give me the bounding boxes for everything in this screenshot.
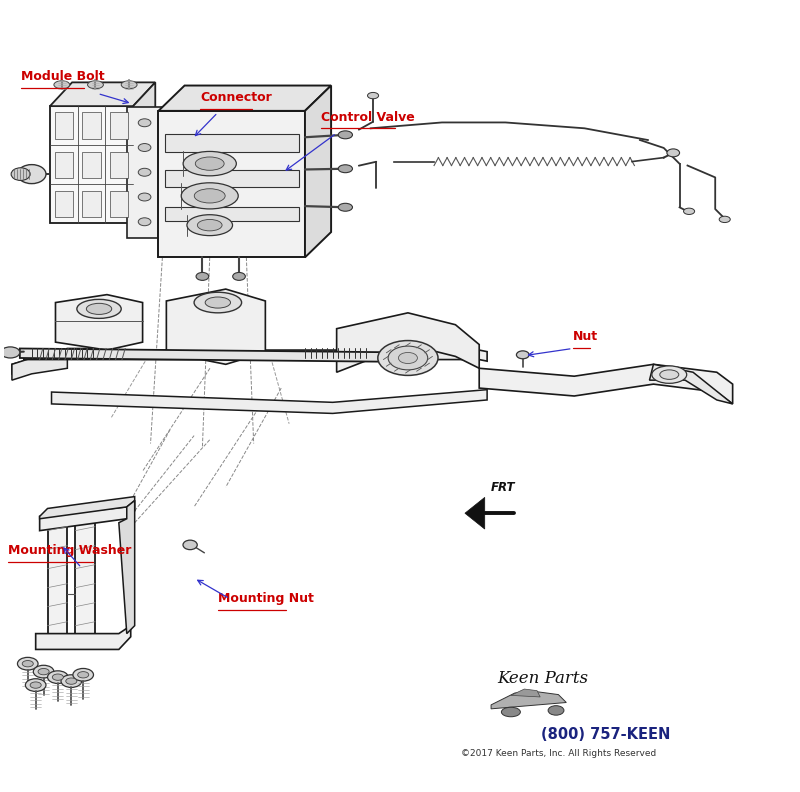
- Polygon shape: [158, 111, 305, 257]
- Ellipse shape: [719, 216, 730, 223]
- Ellipse shape: [11, 168, 30, 181]
- Bar: [54, 151, 73, 178]
- Ellipse shape: [338, 131, 353, 139]
- Polygon shape: [166, 289, 266, 364]
- Text: Mounting Nut: Mounting Nut: [218, 592, 314, 605]
- Ellipse shape: [667, 149, 679, 157]
- Ellipse shape: [18, 165, 46, 184]
- Ellipse shape: [338, 165, 353, 173]
- Bar: [165, 207, 298, 221]
- Ellipse shape: [52, 674, 63, 680]
- Ellipse shape: [87, 81, 103, 89]
- Ellipse shape: [683, 208, 694, 215]
- Polygon shape: [511, 689, 540, 697]
- Ellipse shape: [66, 678, 77, 684]
- Polygon shape: [12, 358, 67, 380]
- Bar: [165, 169, 298, 187]
- Polygon shape: [337, 313, 479, 372]
- Bar: [54, 191, 73, 217]
- Ellipse shape: [548, 706, 564, 715]
- Ellipse shape: [194, 292, 242, 313]
- Ellipse shape: [182, 183, 238, 209]
- Text: Module Bolt: Module Bolt: [22, 70, 105, 83]
- Polygon shape: [20, 348, 408, 362]
- Ellipse shape: [517, 351, 529, 359]
- Bar: [165, 135, 298, 152]
- Polygon shape: [36, 626, 130, 649]
- Ellipse shape: [73, 668, 94, 681]
- Ellipse shape: [233, 272, 246, 280]
- Ellipse shape: [198, 219, 222, 231]
- Ellipse shape: [78, 672, 89, 678]
- Text: Keen Parts: Keen Parts: [497, 670, 588, 687]
- Ellipse shape: [388, 346, 428, 370]
- Text: Control Valve: Control Valve: [321, 111, 414, 124]
- Ellipse shape: [195, 157, 224, 170]
- Polygon shape: [40, 497, 134, 519]
- Ellipse shape: [54, 81, 70, 89]
- Bar: [82, 191, 101, 217]
- Ellipse shape: [652, 366, 686, 383]
- Polygon shape: [50, 106, 133, 223]
- Polygon shape: [119, 501, 134, 634]
- Polygon shape: [40, 501, 134, 531]
- Ellipse shape: [398, 352, 418, 364]
- Ellipse shape: [86, 303, 112, 314]
- Polygon shape: [158, 86, 331, 111]
- Ellipse shape: [138, 143, 151, 151]
- Ellipse shape: [378, 341, 438, 375]
- Ellipse shape: [38, 668, 49, 675]
- Ellipse shape: [22, 661, 34, 667]
- Ellipse shape: [61, 675, 82, 687]
- Ellipse shape: [26, 679, 46, 691]
- Ellipse shape: [183, 540, 198, 550]
- Bar: [110, 151, 128, 178]
- Bar: [110, 112, 128, 139]
- Polygon shape: [126, 107, 162, 238]
- Ellipse shape: [1, 347, 20, 358]
- Polygon shape: [650, 364, 733, 404]
- Ellipse shape: [205, 297, 230, 308]
- Polygon shape: [491, 691, 566, 709]
- Bar: [54, 112, 73, 139]
- Text: FRT: FRT: [490, 482, 514, 494]
- Ellipse shape: [138, 169, 151, 177]
- Ellipse shape: [502, 707, 520, 717]
- Ellipse shape: [138, 119, 151, 127]
- Ellipse shape: [183, 151, 236, 176]
- Text: Nut: Nut: [573, 330, 598, 343]
- Polygon shape: [24, 350, 487, 361]
- Polygon shape: [305, 86, 331, 257]
- Ellipse shape: [194, 188, 225, 203]
- Polygon shape: [55, 295, 142, 350]
- Bar: [82, 151, 101, 178]
- Ellipse shape: [47, 671, 68, 683]
- Ellipse shape: [138, 218, 151, 226]
- Ellipse shape: [338, 204, 353, 211]
- Bar: [110, 191, 128, 217]
- Bar: [82, 112, 101, 139]
- Text: Mounting Washer: Mounting Washer: [8, 544, 131, 557]
- Ellipse shape: [367, 93, 378, 99]
- Polygon shape: [465, 497, 485, 529]
- Text: (800) 757-KEEN: (800) 757-KEEN: [542, 727, 670, 741]
- Polygon shape: [75, 519, 95, 634]
- Polygon shape: [479, 364, 733, 404]
- Ellipse shape: [187, 215, 233, 236]
- Ellipse shape: [660, 370, 678, 379]
- Ellipse shape: [77, 299, 122, 318]
- Polygon shape: [51, 390, 487, 413]
- Ellipse shape: [18, 657, 38, 670]
- Polygon shape: [12, 348, 91, 374]
- Polygon shape: [133, 82, 155, 223]
- Polygon shape: [47, 523, 67, 638]
- Polygon shape: [50, 82, 155, 106]
- Ellipse shape: [122, 81, 137, 89]
- Ellipse shape: [138, 193, 151, 201]
- Ellipse shape: [196, 272, 209, 280]
- Ellipse shape: [30, 682, 42, 688]
- Text: Connector: Connector: [201, 91, 272, 104]
- Text: ©2017 Keen Parts, Inc. All Rights Reserved: ©2017 Keen Parts, Inc. All Rights Reserv…: [461, 749, 656, 759]
- Ellipse shape: [34, 665, 54, 678]
